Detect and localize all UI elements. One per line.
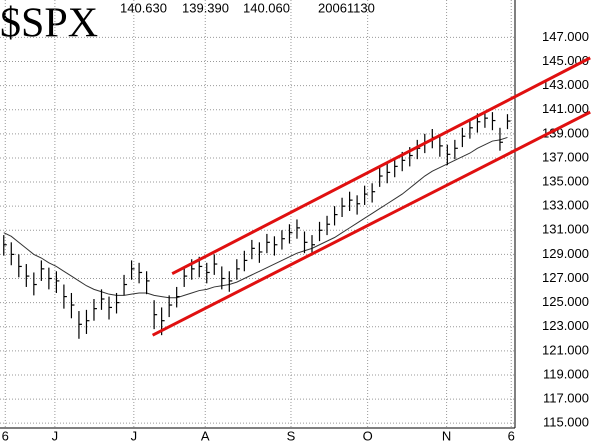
moving-average (3, 136, 508, 299)
chart-title: $SPX (0, 1, 98, 47)
trend-line (171, 56, 591, 276)
y-tick-label: 119.000 (543, 366, 589, 381)
y-tick-label: 137.000 (542, 149, 589, 164)
y-tick-label: 147.000 (542, 29, 589, 44)
y-tick-label: 123.000 (542, 318, 589, 333)
y-tick-label: 135.000 (542, 173, 589, 188)
y-tick-label: 127.000 (542, 270, 589, 285)
x-tick-label: S (287, 428, 296, 443)
y-tick-label: 131.000 (542, 222, 589, 237)
y-tick-label: 115.000 (543, 415, 589, 430)
y-tick-label: 145.000 (542, 53, 589, 68)
x-tick-label: J (52, 428, 59, 443)
y-tick-label: 117.000 (543, 391, 589, 406)
x-tick-label: 6 (508, 428, 515, 443)
x-tick-label: O (363, 428, 373, 443)
info-low: 139.390 (182, 0, 229, 15)
y-tick-label: 133.000 (542, 198, 589, 213)
info-high: 140.630 (120, 0, 167, 15)
y-tick-label: 125.000 (542, 294, 589, 309)
y-tick-label: 129.000 (542, 246, 589, 261)
y-tick-label: 143.000 (542, 77, 589, 92)
info-close: 140.060 (243, 0, 290, 15)
x-tick-label: A (201, 428, 210, 443)
x-tick-label: J (131, 428, 138, 443)
info-date: 20061130 (318, 0, 375, 15)
trend-line (151, 110, 591, 337)
y-tick-label: 121.000 (542, 342, 589, 357)
x-tick-label: 6 (2, 428, 9, 443)
y-tick-label: 141.000 (542, 101, 589, 116)
x-tick-label: N (442, 428, 451, 443)
